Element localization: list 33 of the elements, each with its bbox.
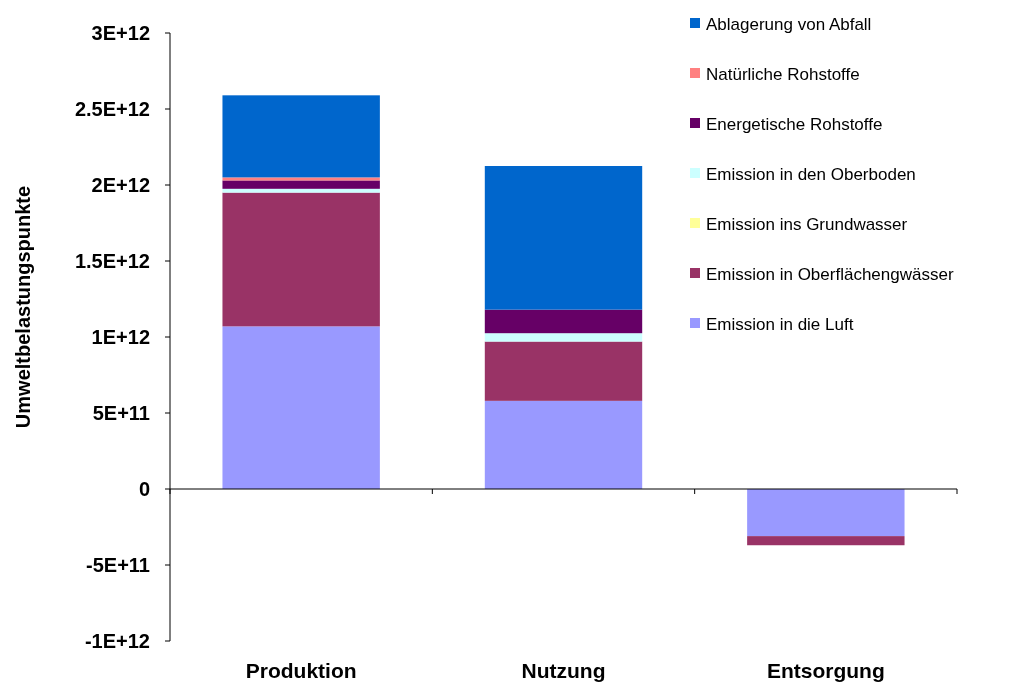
y-tick-label: 2E+12	[91, 174, 150, 196]
legend-label: Emission in den Oberboden	[706, 164, 916, 184]
bar	[484, 341, 643, 401]
legend-label: Emission in die Luft	[706, 314, 854, 334]
y-tick-label: 1.5E+12	[74, 250, 150, 272]
bar	[484, 166, 643, 310]
legend-label: Ablagerung von Abfall	[706, 14, 872, 34]
bar	[484, 333, 643, 342]
y-tick-label: 2.5E+12	[74, 98, 150, 120]
bar	[222, 188, 380, 193]
bar	[222, 180, 380, 189]
bar	[222, 326, 380, 489]
y-tick-label: 0	[138, 478, 150, 500]
legend-label: Energetische Rohstoffe	[706, 114, 883, 134]
bar	[222, 177, 380, 181]
legend-label: Natürliche Rohstoffe	[706, 64, 860, 84]
y-tick-label: 1E+12	[91, 326, 150, 348]
legend-label: Emission in Oberflächengwässer	[706, 264, 954, 284]
bar	[747, 489, 905, 537]
y-tick-label: -1E+12	[84, 630, 150, 652]
y-tick-label: -5E+11	[86, 554, 150, 576]
bar	[484, 400, 643, 489]
y-axis-title: Umweltbelastungspunkte	[12, 185, 34, 429]
y-tick-label: 5E+11	[92, 402, 150, 424]
x-tick-label: Entsorgung	[766, 659, 885, 682]
bar	[222, 95, 380, 178]
bar	[747, 536, 905, 546]
bar	[222, 192, 380, 327]
y-tick-label: 3E+12	[91, 22, 150, 44]
legend-label: Emission ins Grundwasser	[706, 214, 908, 234]
x-tick-label: Nutzung	[521, 659, 606, 682]
x-tick-label: Produktion	[245, 659, 357, 682]
bar	[484, 309, 643, 334]
